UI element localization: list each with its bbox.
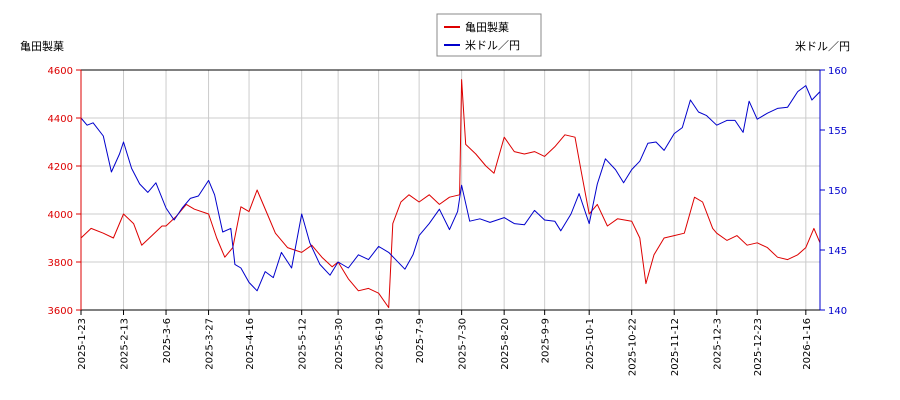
- right-axis: 140 145 150 155 160: [819, 66, 847, 317]
- series-line-usdjpy: [80, 85, 821, 292]
- left-axis: 3600 3800 4000 4200 4400 4600: [48, 66, 82, 317]
- left-tick-label: 3600: [48, 306, 73, 317]
- left-tick-label: 4600: [48, 66, 73, 77]
- x-tick-label: 2025-7-9: [415, 318, 426, 363]
- left-axis-title: 亀田製菓: [20, 39, 64, 53]
- x-tick-label: 2025-2-13: [120, 318, 131, 370]
- x-tick-label: 2025-10-22: [628, 318, 639, 376]
- x-tick-label: 2025-10-1: [585, 318, 596, 370]
- x-tick-label: 2025-8-20: [500, 318, 511, 370]
- right-tick-label: 160: [828, 66, 847, 77]
- x-tick-label: 2025-5-30: [334, 318, 345, 370]
- left-tick-label: 4400: [48, 114, 73, 125]
- x-tick-label: 2025-3-27: [205, 318, 216, 370]
- left-tick-label: 4000: [48, 210, 73, 221]
- right-tick-label: 145: [828, 246, 847, 257]
- left-tick-label: 4200: [48, 162, 73, 173]
- x-tick-label: 2025-7-30: [458, 318, 469, 370]
- x-tick-label: 2025-5-12: [298, 318, 309, 370]
- right-tick-label: 140: [828, 306, 847, 317]
- x-tick-label: 2025-6-19: [375, 318, 386, 370]
- right-tick-label: 150: [828, 186, 847, 197]
- x-tick-label: 2025-9-9: [541, 318, 552, 363]
- legend-label-kameda: 亀田製菓: [465, 20, 509, 34]
- series-layer: [80, 79, 821, 309]
- legend-box: [436, 13, 542, 57]
- x-axis: 2025-1-23 2025-2-13 2025-3-6 2025-3-27 2025-…: [77, 310, 813, 376]
- plot-frame: [80, 69, 821, 311]
- x-tick-label: 2025-4-16: [245, 318, 256, 370]
- x-tick-label: 2025-11-12: [670, 318, 681, 376]
- grid-lines: [80, 69, 820, 311]
- series-line-kameda: [80, 79, 821, 309]
- left-tick-label: 3800: [48, 258, 73, 269]
- right-tick-label: 155: [828, 126, 847, 137]
- x-tick-label: 2026-1-16: [802, 318, 813, 370]
- right-axis-title: 米ドル／円: [795, 40, 850, 53]
- x-tick-label: 2025-12-3: [713, 318, 724, 370]
- legend-label-usdjpy: 米ドル／円: [465, 39, 520, 52]
- x-tick-label: 2025-1-23: [77, 318, 88, 370]
- x-tick-label: 2025-3-6: [162, 318, 173, 363]
- legend: 亀田製菓 米ドル／円: [436, 13, 542, 57]
- x-tick-label: 2025-12-23: [753, 318, 764, 376]
